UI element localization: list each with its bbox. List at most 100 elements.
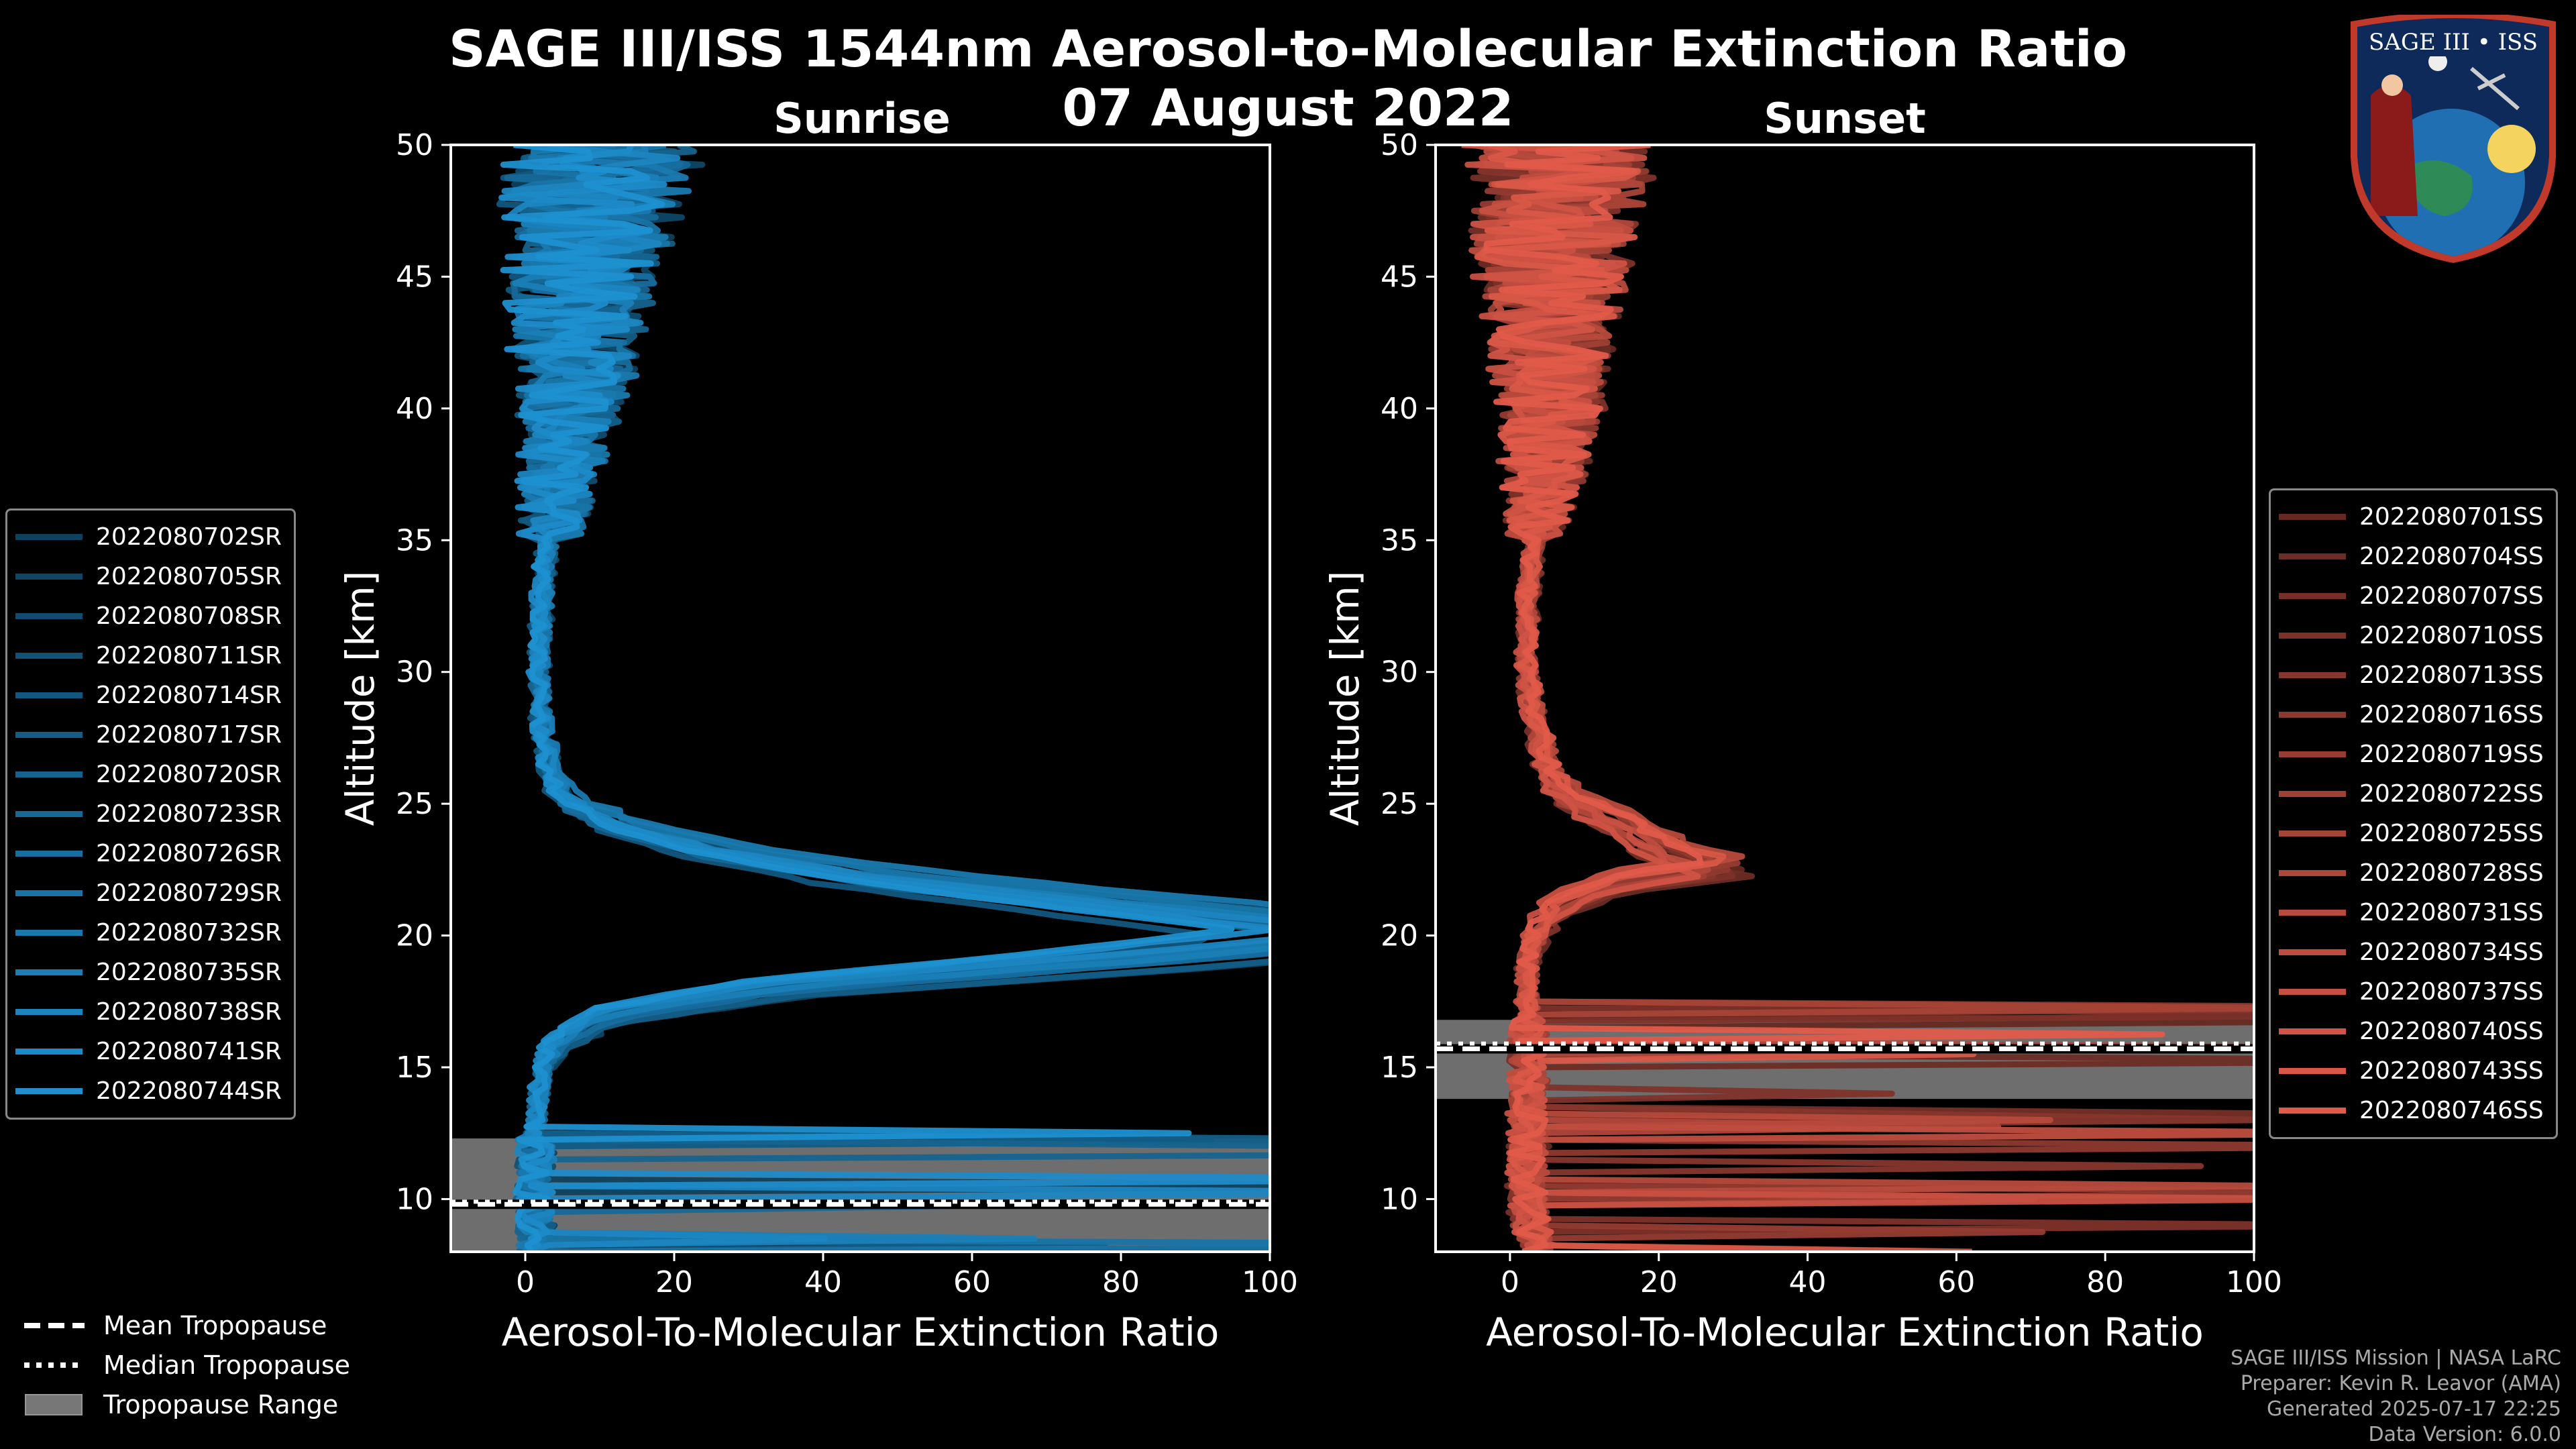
legend-label: 2022080728SS bbox=[2359, 859, 2544, 887]
legend-swatch bbox=[2279, 1068, 2346, 1074]
plot-area bbox=[1436, 145, 2254, 1252]
y-tick-label: 50 bbox=[396, 128, 433, 162]
y-tick-label: 50 bbox=[1381, 128, 1418, 162]
legend-swatch bbox=[15, 811, 83, 817]
legend-swatch bbox=[15, 930, 83, 936]
y-tick-label: 35 bbox=[396, 523, 433, 557]
y-tick-label: 30 bbox=[1381, 655, 1418, 690]
chart-title: SAGE III/ISS 1544nm Aerosol-to-Molecular… bbox=[448, 19, 2128, 78]
legend-label: 2022080701SS bbox=[2359, 503, 2544, 531]
legend-label: 2022080719SS bbox=[2359, 741, 2544, 768]
profile-2022080708SR bbox=[513, 145, 1270, 1252]
legend-label: 2022080738SR bbox=[96, 998, 282, 1026]
credits-preparer: Preparer: Kevin R. Leavor (AMA) bbox=[2240, 1372, 2561, 1395]
legend-label: 2022080746SS bbox=[2359, 1097, 2544, 1124]
legend-swatch bbox=[2279, 910, 2346, 916]
sunset-legend-item: 2022080704SS bbox=[2279, 537, 2544, 576]
legend-swatch bbox=[2279, 514, 2346, 520]
y-tick-label: 20 bbox=[396, 919, 433, 953]
profile-2022080744SR bbox=[500, 145, 1235, 1252]
legend-swatch bbox=[15, 890, 83, 896]
sunrise-legend-item: 2022080711SR bbox=[15, 636, 282, 676]
legend-median-tropopause: Median Tropopause bbox=[24, 1345, 350, 1385]
sunset-legend-item: 2022080722SS bbox=[2279, 774, 2544, 814]
legend-label: 2022080723SR bbox=[96, 800, 282, 828]
sunrise-legend-item: 2022080702SR bbox=[15, 517, 282, 557]
profile-2022080711SR bbox=[511, 145, 1270, 1252]
sunrise-legend-item: 2022080744SR bbox=[15, 1071, 282, 1111]
legend-swatch bbox=[15, 1049, 83, 1055]
sunrise-legend: 2022080702SR 2022080705SR 2022080708SR 2022… bbox=[5, 508, 296, 1120]
y-tick-label: 10 bbox=[1381, 1182, 1418, 1216]
sunrise-legend-item: 2022080726SR bbox=[15, 834, 282, 873]
legend-swatch bbox=[15, 613, 83, 619]
legend-swatch bbox=[2279, 553, 2346, 559]
y-axis-label: Altitude [km] bbox=[337, 571, 383, 826]
x-tick-label: 0 bbox=[516, 1265, 535, 1299]
legend-swatch bbox=[2279, 870, 2346, 876]
sunset-legend-item: 2022080725SS bbox=[2279, 814, 2544, 853]
sunset-legend-item: 2022080743SS bbox=[2279, 1051, 2544, 1091]
y-tick-label: 40 bbox=[1381, 392, 1418, 426]
sunset-plot: 0 20 40 60 80 100 10 15 20 25 30 35 40 45 50 Aerosol-To… bbox=[1322, 128, 2282, 1355]
chart-date: 07 August 2022 bbox=[1062, 78, 1514, 138]
y-axis-label: Altitude [km] bbox=[1322, 571, 1368, 826]
sunrise-panel-title: Sunrise bbox=[773, 94, 951, 143]
legend-label: 2022080717SR bbox=[96, 721, 282, 749]
x-tick-label: 80 bbox=[1102, 1265, 1140, 1299]
y-tick-label: 20 bbox=[1381, 919, 1418, 953]
legend-median-label: Median Tropopause bbox=[103, 1350, 350, 1380]
plot-frame bbox=[1434, 144, 2255, 1253]
legend-swatch bbox=[15, 1088, 83, 1094]
credits: SAGE III/ISS Mission | NASA LaRC Prepare… bbox=[2231, 1346, 2561, 1448]
legend-label: 2022080707SS bbox=[2359, 582, 2544, 610]
legend-label: 2022080744SR bbox=[96, 1077, 282, 1105]
sunrise-plot: 0 20 40 60 80 100 10 15 20 25 30 35 40 45 50 Aerosol-To… bbox=[337, 128, 1298, 1355]
legend-swatch bbox=[2279, 1108, 2346, 1114]
x-axis-label: Aerosol-To-Molecular Extinction Ratio bbox=[502, 1309, 1220, 1355]
x-tick-label: 80 bbox=[2086, 1265, 2124, 1299]
plot-frame bbox=[449, 144, 1271, 1253]
legend-label: 2022080731SS bbox=[2359, 899, 2544, 926]
legend-label: 2022080705SR bbox=[96, 563, 282, 590]
sunrise-legend-item: 2022080720SR bbox=[15, 755, 282, 794]
x-tick-label: 20 bbox=[1640, 1265, 1678, 1299]
sunrise-legend-item: 2022080729SR bbox=[15, 873, 282, 913]
y-tick-label: 15 bbox=[396, 1051, 433, 1085]
sunset-legend-item: 2022080707SS bbox=[2279, 576, 2544, 616]
sunrise-legend-item: 2022080741SR bbox=[15, 1032, 282, 1071]
legend-swatch bbox=[15, 969, 83, 975]
sunrise-legend-item: 2022080738SR bbox=[15, 992, 282, 1032]
sunset-legend-item: 2022080728SS bbox=[2279, 853, 2544, 893]
sunset-legend-item: 2022080713SS bbox=[2279, 655, 2544, 695]
legend-label: 2022080725SS bbox=[2359, 820, 2544, 847]
legend-swatch bbox=[2279, 712, 2346, 718]
legend-label: 2022080734SS bbox=[2359, 938, 2544, 966]
profile-2022080705SR bbox=[519, 145, 1270, 1252]
sunrise-legend-item: 2022080714SR bbox=[15, 676, 282, 715]
legend-swatch bbox=[2279, 593, 2346, 599]
legend-swatch bbox=[15, 653, 83, 659]
legend-swatch bbox=[15, 534, 83, 540]
logo-text: SAGE III • ISS bbox=[2369, 29, 2538, 56]
legend-swatch bbox=[2279, 751, 2346, 757]
y-tick-label: 10 bbox=[396, 1182, 433, 1216]
y-tick-label: 35 bbox=[1381, 523, 1418, 557]
credits-generated: Generated 2025-07-17 22:25 bbox=[2266, 1397, 2561, 1421]
x-tick-label: 40 bbox=[1789, 1265, 1827, 1299]
legend-swatch bbox=[2279, 791, 2346, 797]
legend-swatch bbox=[2279, 989, 2346, 995]
y-tick-label: 15 bbox=[1381, 1051, 1418, 1085]
sunrise-legend-item: 2022080717SR bbox=[15, 715, 282, 755]
legend-label: 2022080710SS bbox=[2359, 622, 2544, 649]
sunset-legend-item: 2022080746SS bbox=[2279, 1091, 2544, 1130]
legend-mean-tropopause: Mean Tropopause bbox=[24, 1305, 350, 1345]
x-tick-label: 0 bbox=[1501, 1265, 1519, 1299]
legend-swatch bbox=[2279, 633, 2346, 639]
credits-version: Data Version: 6.0.0 bbox=[2368, 1423, 2561, 1446]
legend-label: 2022080704SS bbox=[2359, 543, 2544, 570]
sunset-legend-item: 2022080719SS bbox=[2279, 735, 2544, 774]
legend-label: 2022080720SR bbox=[96, 761, 282, 788]
legend-label: 2022080741SR bbox=[96, 1038, 282, 1065]
